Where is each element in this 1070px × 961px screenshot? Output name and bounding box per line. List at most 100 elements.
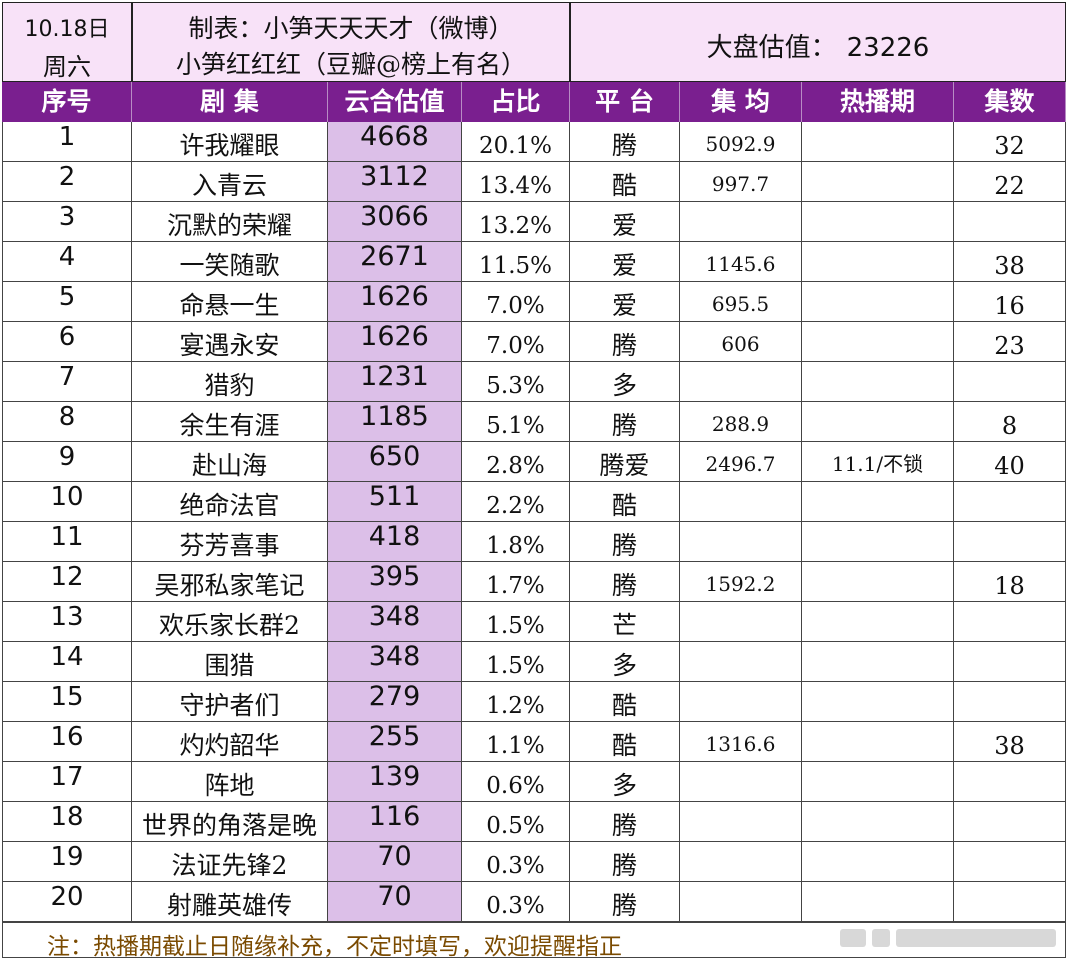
credit-line-1: 制表：小笋天天天才（微博）	[188, 14, 514, 43]
cell-hot	[802, 722, 954, 762]
cell-share: 1.7%	[462, 562, 570, 602]
cell-show: 芬芳喜事	[132, 522, 328, 562]
cell-value: 348	[328, 642, 462, 682]
cell-share: 2.8%	[462, 442, 570, 482]
cell-rank: 2	[2, 162, 132, 202]
cell-share: 1.8%	[462, 522, 570, 562]
cell-share: 13.2%	[462, 202, 570, 242]
cell-avg: 2496.7	[680, 442, 802, 482]
cell-rank: 8	[2, 402, 132, 442]
cell-platform: 腾	[570, 562, 680, 602]
credit-line-2: 小笋红红红（豆瓣@榜上有名）	[175, 50, 526, 79]
cell-rank: 20	[2, 882, 132, 922]
cell-hot	[802, 842, 954, 882]
watermark-icon	[840, 926, 1060, 950]
cell-platform: 爱	[570, 202, 680, 242]
cell-eps	[954, 482, 1066, 522]
cell-value: 255	[328, 722, 462, 762]
cell-avg: 695.5	[680, 282, 802, 322]
cell-rank: 19	[2, 842, 132, 882]
cell-hot	[802, 682, 954, 722]
cell-rank: 1	[2, 122, 132, 162]
cell-show: 绝命法官	[132, 482, 328, 522]
cell-avg: 288.9	[680, 402, 802, 442]
cell-eps	[954, 682, 1066, 722]
cell-eps: 32	[954, 122, 1066, 162]
cell-rank: 6	[2, 322, 132, 362]
cell-value: 4668	[328, 122, 462, 162]
cell-rank: 3	[2, 202, 132, 242]
cell-hot	[802, 482, 954, 522]
cell-avg: 1592.2	[680, 562, 802, 602]
total-cell: 大盘估值： 23226	[570, 2, 1066, 82]
cell-hot	[802, 802, 954, 842]
cell-rank: 11	[2, 522, 132, 562]
cell-hot	[802, 202, 954, 242]
cell-value: 1626	[328, 322, 462, 362]
cell-avg	[680, 362, 802, 402]
cell-eps: 23	[954, 322, 1066, 362]
date-label: 10.18日	[24, 17, 110, 42]
cell-platform: 腾爱	[570, 442, 680, 482]
cell-hot	[802, 162, 954, 202]
cell-rank: 14	[2, 642, 132, 682]
header-col-value: 云合估值	[328, 82, 462, 122]
cell-value: 279	[328, 682, 462, 722]
cell-rank: 13	[2, 602, 132, 642]
cell-eps: 38	[954, 242, 1066, 282]
cell-share: 1.5%	[462, 602, 570, 642]
cell-show: 余生有涯	[132, 402, 328, 442]
cell-share: 5.3%	[462, 362, 570, 402]
cell-rank: 17	[2, 762, 132, 802]
cell-show: 阵地	[132, 762, 328, 802]
cell-share: 0.5%	[462, 802, 570, 842]
cell-value: 70	[328, 842, 462, 882]
cell-rank: 16	[2, 722, 132, 762]
cell-rank: 10	[2, 482, 132, 522]
cell-rank: 5	[2, 282, 132, 322]
cell-rank: 18	[2, 802, 132, 842]
weekday-label: 周六	[43, 53, 91, 81]
cell-show: 一笑随歌	[132, 242, 328, 282]
cell-hot	[802, 362, 954, 402]
cell-share: 7.0%	[462, 322, 570, 362]
cell-show: 法证先锋2	[132, 842, 328, 882]
cell-eps: 22	[954, 162, 1066, 202]
cell-show: 宴遇永安	[132, 322, 328, 362]
cell-avg	[680, 882, 802, 922]
header-col-rank: 序号	[2, 82, 132, 122]
cell-value: 395	[328, 562, 462, 602]
cell-value: 650	[328, 442, 462, 482]
cell-value: 511	[328, 482, 462, 522]
cell-show: 守护者们	[132, 682, 328, 722]
cell-share: 7.0%	[462, 282, 570, 322]
cell-avg	[680, 602, 802, 642]
cell-avg	[680, 842, 802, 882]
cell-show: 赴山海	[132, 442, 328, 482]
cell-platform: 腾	[570, 802, 680, 842]
cell-eps	[954, 642, 1066, 682]
cell-value: 418	[328, 522, 462, 562]
cell-platform: 酷	[570, 162, 680, 202]
cell-platform: 酷	[570, 722, 680, 762]
cell-hot	[802, 562, 954, 602]
cell-value: 139	[328, 762, 462, 802]
cell-show: 猎豹	[132, 362, 328, 402]
cell-share: 0.6%	[462, 762, 570, 802]
cell-eps: 40	[954, 442, 1066, 482]
cell-eps: 8	[954, 402, 1066, 442]
cell-rank: 12	[2, 562, 132, 602]
cell-avg	[680, 482, 802, 522]
cell-avg	[680, 802, 802, 842]
cell-platform: 腾	[570, 882, 680, 922]
cell-hot	[802, 242, 954, 282]
cell-value: 70	[328, 882, 462, 922]
cell-rank: 15	[2, 682, 132, 722]
cell-avg	[680, 682, 802, 722]
cell-rank: 9	[2, 442, 132, 482]
cell-hot	[802, 762, 954, 802]
cell-show: 入青云	[132, 162, 328, 202]
cell-share: 13.4%	[462, 162, 570, 202]
cell-avg: 1316.6	[680, 722, 802, 762]
cell-rank: 7	[2, 362, 132, 402]
